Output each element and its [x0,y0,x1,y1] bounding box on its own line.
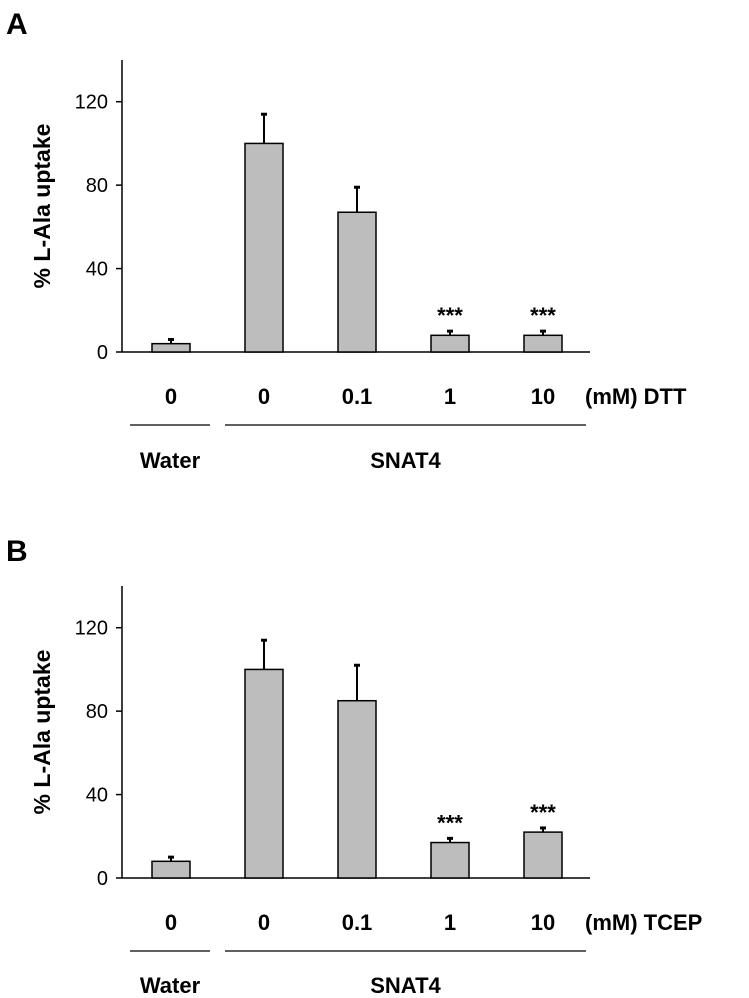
y-axis-label: % L-Ala uptake [29,124,55,289]
panel-letter: A [6,8,28,41]
y-tick-label: 120 [75,92,108,114]
significance-label: *** [530,303,556,328]
bar [430,841,470,879]
bar [337,699,377,879]
significance-label: *** [437,810,463,835]
group-label: SNAT4 [370,448,441,473]
y-axis-label: % L-Ala uptake [29,650,55,815]
x-tick-label: 0 [258,384,270,409]
y-tick-label: 120 [75,618,108,640]
y-tick-label: 40 [86,785,108,807]
significance-label: *** [530,800,556,825]
unit-label: (mM) DTT [585,384,687,409]
y-tick-label: 40 [86,259,108,281]
x-tick-label: 0.1 [342,910,373,935]
panel-b: B 0 40 80 120 % L-Ala uptake 0 0 0.1 *** 1 *** 10 (mM… [6,535,702,998]
bar [523,334,563,353]
group-label: SNAT4 [370,973,441,998]
group-label: Water [140,448,201,473]
unit-label: (mM) TCEP [585,910,702,935]
bar [430,334,470,353]
y-tick-label: 80 [86,175,108,197]
bar [244,142,284,353]
group-label: Water [140,973,201,998]
x-tick-label: 1 [444,910,456,935]
bar [523,831,563,879]
bar [151,860,191,879]
panel-a: A 0 40 80 120 % L-Ala uptake 0 0 0.1 *** 1 *** 10 (mM… [6,8,687,473]
panel-letter: B [6,535,28,568]
bar [244,668,284,879]
x-tick-label: 10 [531,910,555,935]
x-tick-label: 0 [165,384,177,409]
y-tick-label: 0 [97,342,108,364]
x-tick-label: 1 [444,384,456,409]
bar [151,342,191,353]
x-tick-label: 0 [165,910,177,935]
x-tick-label: 10 [531,384,555,409]
significance-label: *** [437,303,463,328]
x-tick-label: 0.1 [342,384,373,409]
bar [337,211,377,353]
y-tick-label: 80 [86,701,108,723]
y-tick-label: 0 [97,868,108,890]
x-tick-label: 0 [258,910,270,935]
